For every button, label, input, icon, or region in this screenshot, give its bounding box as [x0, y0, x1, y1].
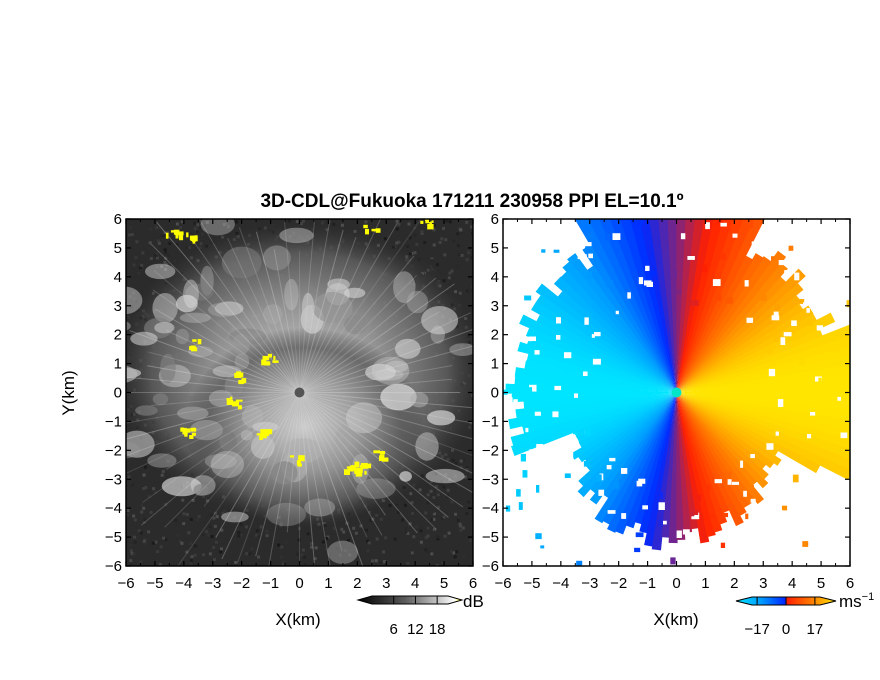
- velocity-colorbar: −17 0 17 ms−1: [735, 591, 874, 638]
- x-tick-label: 6: [469, 575, 477, 592]
- colorbar-tick-label: 12: [407, 621, 424, 638]
- yellow-echo-patch: [234, 371, 247, 385]
- yellow-echo-patch: [289, 455, 305, 467]
- velocity-image: [503, 219, 850, 566]
- x-tick-label: −1: [639, 575, 656, 592]
- reflectivity-panel: −6 −5 −4 −3 −2 −1 0 1 2 3 4 5 6 −6 −5 −4 −3 −2 −1 0 1 2 3 4 5 6 X…: [59, 211, 477, 629]
- yellow-echo-patch: [226, 396, 243, 410]
- y-tick-label: −2: [482, 442, 499, 459]
- y-tick-label: −1: [105, 413, 122, 430]
- x-tick-label: 4: [411, 575, 419, 592]
- x-tick-label: −3: [204, 575, 221, 592]
- colorbar-tick-label: 6: [390, 621, 398, 638]
- x-tick-label: −2: [233, 575, 250, 592]
- y-tick-label: −3: [482, 471, 499, 488]
- y-tick-label: −2: [105, 442, 122, 459]
- y-tick-label: −6: [105, 558, 122, 575]
- x-tick-label: −4: [552, 575, 569, 592]
- y-tick-label: 1: [114, 356, 122, 373]
- x-tick-label: 2: [353, 575, 361, 592]
- velocity-panel: −6 −5 −4 −3 −2 −1 0 1 2 3 4 5 6 −6 −5 −4 −3 −2 −1 0 1 2 3 4 5 6 X…: [482, 211, 854, 629]
- x-tick-label: 5: [440, 575, 448, 592]
- x-tick-label: −5: [523, 575, 540, 592]
- y-tick-label: 2: [114, 327, 122, 344]
- yellow-echo-patch: [344, 461, 361, 475]
- reflectivity-colorbar-unit: dB: [463, 592, 484, 611]
- yellow-echo-patch: [165, 229, 184, 241]
- velocity-axes: −6 −5 −4 −3 −2 −1 0 1 2 3 4 5 6 −6 −5 −4 −3 −2 −1 0 1 2 3 4 5 6: [482, 211, 854, 592]
- y-tick-label: 4: [114, 269, 122, 286]
- y-tick-label: −6: [482, 558, 499, 575]
- yellow-echo-patch: [256, 429, 273, 440]
- yellow-echo-patch: [373, 450, 389, 462]
- velocity-colorbar-unit: ms−1: [839, 591, 874, 611]
- yellow-echo-patch: [189, 339, 202, 352]
- x-tick-label: 3: [759, 575, 767, 592]
- y-tick-label: −5: [482, 529, 499, 546]
- yellow-echo-patch: [186, 232, 198, 244]
- x-tick-label: −6: [494, 575, 511, 592]
- x-tick-label: 5: [817, 575, 825, 592]
- y-tick-label: 3: [491, 298, 499, 315]
- y-tick-label: 3: [114, 298, 122, 315]
- x-tick-label: −2: [610, 575, 627, 592]
- y-tick-label: −5: [105, 529, 122, 546]
- x-tick-label: 1: [701, 575, 709, 592]
- x-tick-label: 0: [672, 575, 680, 592]
- y-tick-label: 6: [114, 211, 122, 228]
- reflectivity-axes: −6 −5 −4 −3 −2 −1 0 1 2 3 4 5 6 −6 −5 −4 −3 −2 −1 0 1 2 3 4 5 6: [105, 211, 477, 592]
- x-tick-label: −3: [581, 575, 598, 592]
- x-tick-label: 0: [295, 575, 303, 592]
- velocity-colorbar-unit-exponent: −1: [862, 591, 875, 603]
- x-tick-label: −6: [117, 575, 134, 592]
- reflectivity-colorbar: 6 12 18 dB: [356, 592, 484, 638]
- colorbar-tick-label: 17: [807, 621, 824, 638]
- colorbar-tick-label: 0: [782, 621, 790, 638]
- reflectivity-y-label: Y(km): [59, 370, 78, 415]
- colorbar-tick-label: 18: [429, 621, 446, 638]
- x-tick-label: 3: [382, 575, 390, 592]
- x-tick-label: 2: [730, 575, 738, 592]
- reflectivity-image: [126, 219, 473, 566]
- x-tick-label: −1: [262, 575, 279, 592]
- x-tick-label: 6: [846, 575, 854, 592]
- reflectivity-x-label: X(km): [275, 610, 320, 629]
- y-tick-label: −3: [105, 471, 122, 488]
- reflectivity-colorbar-bar: [356, 595, 464, 605]
- x-tick-label: 4: [788, 575, 796, 592]
- y-tick-label: 4: [491, 269, 499, 286]
- yellow-echo-patch: [261, 353, 279, 366]
- y-tick-label: 0: [114, 385, 122, 402]
- yellow-echo-patch: [180, 427, 197, 439]
- y-tick-label: 1: [491, 356, 499, 373]
- y-tick-label: −4: [105, 500, 122, 517]
- colorbar-tick-label: −17: [744, 621, 769, 638]
- velocity-x-label: X(km): [653, 610, 698, 629]
- x-tick-label: −5: [146, 575, 163, 592]
- y-tick-label: 2: [491, 327, 499, 344]
- chart-title: 3D-CDL@Fukuoka 171211 230958 PPI EL=10.1…: [260, 191, 683, 212]
- y-tick-label: −1: [482, 413, 499, 430]
- x-tick-label: −4: [175, 575, 192, 592]
- y-tick-label: 0: [491, 385, 499, 402]
- yellow-echo-patch: [363, 224, 381, 235]
- y-tick-label: −4: [482, 500, 499, 517]
- x-tick-label: 1: [324, 575, 332, 592]
- y-tick-label: 5: [114, 240, 122, 257]
- yellow-echo-patch: [420, 219, 434, 230]
- y-tick-label: 6: [491, 211, 499, 228]
- y-tick-label: 5: [491, 240, 499, 257]
